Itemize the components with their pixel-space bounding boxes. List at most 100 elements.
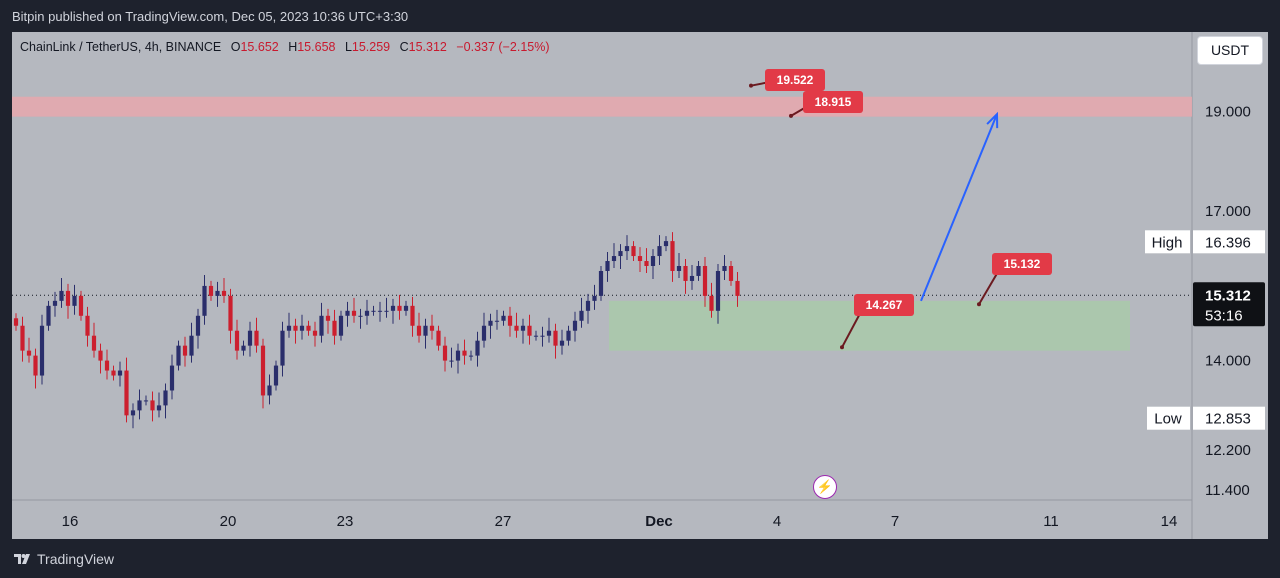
- candle-body[interactable]: [364, 310, 370, 316]
- lightning-bolt-icon[interactable]: ⚡: [813, 475, 837, 499]
- candle-body[interactable]: [397, 305, 402, 311]
- candle-body[interactable]: [702, 266, 708, 296]
- candle-body[interactable]: [228, 295, 233, 331]
- candle-body[interactable]: [657, 246, 662, 257]
- candle-body[interactable]: [247, 330, 253, 346]
- candle-body[interactable]: [254, 330, 259, 346]
- candle-body[interactable]: [618, 251, 623, 257]
- symbol-name[interactable]: ChainLink / TetherUS, 4h, BINANCE: [20, 40, 222, 54]
- candle-body[interactable]: [384, 310, 389, 312]
- candle-body[interactable]: [533, 335, 539, 337]
- candle-body[interactable]: [670, 241, 675, 271]
- candle-body[interactable]: [436, 330, 441, 346]
- candle-body[interactable]: [182, 345, 188, 356]
- tradingview-logo-icon[interactable]: [12, 552, 34, 566]
- candle-body[interactable]: [72, 295, 77, 306]
- candle-body[interactable]: [286, 325, 292, 331]
- candle-body[interactable]: [507, 315, 513, 326]
- candle-body[interactable]: [715, 270, 721, 311]
- projection-arrow[interactable]: [920, 113, 998, 302]
- candle-body[interactable]: [20, 325, 25, 351]
- candle-body[interactable]: [520, 325, 526, 331]
- candle-body[interactable]: [104, 360, 110, 371]
- candle-body[interactable]: [273, 365, 279, 386]
- candle-body[interactable]: [429, 325, 435, 331]
- candle-body[interactable]: [423, 325, 428, 336]
- candle-body[interactable]: [33, 355, 38, 376]
- candle-body[interactable]: [312, 330, 318, 336]
- candle-body[interactable]: [481, 325, 487, 341]
- candle-body[interactable]: [260, 345, 266, 396]
- candle-body[interactable]: [709, 295, 714, 311]
- candle-body[interactable]: [52, 300, 58, 306]
- candle-body[interactable]: [234, 330, 240, 351]
- candle-body[interactable]: [345, 310, 350, 316]
- candle-body[interactable]: [195, 315, 201, 336]
- candle-body[interactable]: [462, 350, 467, 356]
- candle-body[interactable]: [202, 285, 207, 316]
- candle-body[interactable]: [644, 261, 649, 266]
- candle-body[interactable]: [663, 241, 669, 247]
- candle-body[interactable]: [553, 330, 558, 346]
- candle-body[interactable]: [176, 345, 181, 366]
- callout-18-915-box[interactable]: [803, 91, 863, 113]
- candle-body[interactable]: [371, 310, 376, 312]
- currency-button[interactable]: USDT: [1197, 36, 1263, 65]
- candle-body[interactable]: [410, 305, 415, 326]
- candle-body[interactable]: [650, 256, 656, 266]
- candle-body[interactable]: [494, 320, 500, 322]
- candle-body[interactable]: [442, 345, 448, 361]
- candle-body[interactable]: [501, 315, 506, 321]
- candle-body[interactable]: [696, 266, 701, 276]
- candle-body[interactable]: [299, 325, 305, 331]
- candle-body[interactable]: [540, 335, 545, 337]
- candle-body[interactable]: [468, 355, 474, 357]
- candle-body[interactable]: [241, 345, 246, 351]
- candle-body[interactable]: [137, 400, 142, 411]
- candle-body[interactable]: [579, 310, 584, 321]
- candle-body[interactable]: [592, 295, 597, 301]
- candle-body[interactable]: [319, 315, 324, 336]
- candle-body[interactable]: [403, 305, 409, 311]
- candle-body[interactable]: [215, 290, 220, 296]
- candle-body[interactable]: [332, 320, 337, 336]
- candle-body[interactable]: [39, 325, 45, 376]
- candle-body[interactable]: [169, 365, 175, 391]
- callout-15-132-box[interactable]: [992, 253, 1052, 275]
- candle-body[interactable]: [455, 350, 461, 361]
- candle-body[interactable]: [221, 290, 227, 296]
- candle-body[interactable]: [150, 400, 155, 411]
- candle-body[interactable]: [689, 275, 695, 281]
- candle-body[interactable]: [85, 315, 90, 336]
- candle-body[interactable]: [91, 335, 97, 351]
- candle-body[interactable]: [559, 340, 565, 346]
- candle-body[interactable]: [566, 330, 571, 341]
- candle-body[interactable]: [306, 325, 311, 331]
- candle-body[interactable]: [117, 370, 123, 376]
- candle-body[interactable]: [143, 400, 149, 402]
- candle-body[interactable]: [527, 325, 532, 336]
- candle-body[interactable]: [78, 295, 84, 316]
- candle-body[interactable]: [208, 285, 214, 296]
- last-price-box[interactable]: [1193, 282, 1265, 327]
- candle-body[interactable]: [156, 405, 162, 411]
- callout-19-522-box[interactable]: [765, 69, 825, 91]
- candle-body[interactable]: [338, 315, 344, 336]
- candle-body[interactable]: [722, 266, 727, 271]
- candle-body[interactable]: [189, 335, 194, 356]
- candle-body[interactable]: [735, 280, 740, 296]
- candle-body[interactable]: [267, 385, 272, 396]
- candle-body[interactable]: [728, 266, 734, 281]
- candle-body[interactable]: [631, 246, 636, 257]
- candle-body[interactable]: [377, 310, 383, 312]
- candle-body[interactable]: [572, 320, 578, 331]
- candle-body[interactable]: [611, 256, 617, 262]
- candle-body[interactable]: [598, 270, 604, 296]
- candle-body[interactable]: [390, 305, 396, 311]
- candle-body[interactable]: [585, 300, 591, 311]
- candle-body[interactable]: [358, 315, 363, 317]
- candle-body[interactable]: [637, 256, 643, 262]
- candle-body[interactable]: [163, 390, 168, 406]
- candle-body[interactable]: [46, 305, 51, 326]
- candle-body[interactable]: [676, 266, 682, 271]
